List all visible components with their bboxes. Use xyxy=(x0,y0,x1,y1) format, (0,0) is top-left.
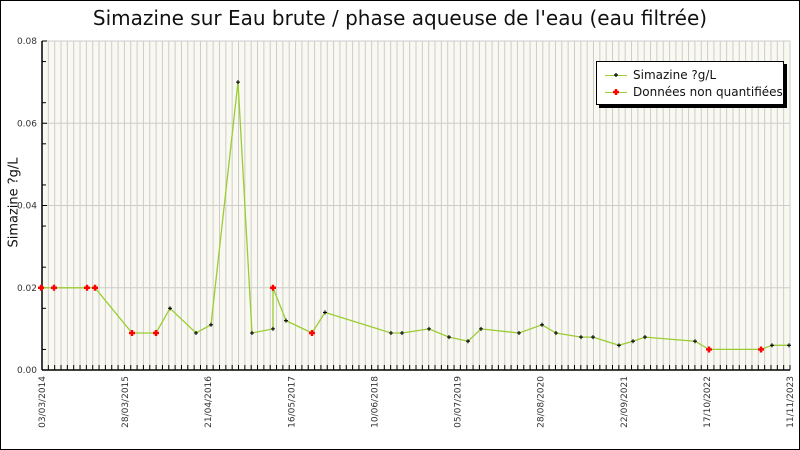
x-tick-label: 10/06/2018 xyxy=(370,376,380,428)
data-point-marker xyxy=(591,335,595,340)
x-tick-label: 17/10/2022 xyxy=(703,376,713,428)
data-point-marker xyxy=(236,80,240,85)
non-quantified-marker xyxy=(758,346,764,353)
non-quantified-marker xyxy=(92,284,98,291)
data-point-marker xyxy=(209,322,213,327)
y-tick-label: 0.06 xyxy=(17,119,37,129)
legend-item-non-quantified: Données non quantifiées xyxy=(605,84,783,100)
x-tick-label: 16/05/2017 xyxy=(287,376,297,428)
data-point-marker xyxy=(284,318,288,323)
x-tick-label: 11/11/2023 xyxy=(786,376,796,428)
y-tick-label: 0.02 xyxy=(17,284,37,294)
data-point-marker xyxy=(643,335,647,340)
data-point-marker xyxy=(271,326,275,331)
data-point-marker xyxy=(517,330,521,335)
x-tick-label: 22/09/2021 xyxy=(620,376,630,428)
data-point-marker xyxy=(631,339,635,344)
non-quantified-marker xyxy=(129,329,135,336)
data-point-marker xyxy=(540,322,544,327)
data-point-marker xyxy=(554,330,558,335)
data-point-marker xyxy=(250,330,254,335)
x-tick-label: 03/03/2014 xyxy=(38,376,48,428)
data-point-marker xyxy=(617,343,621,348)
data-point-marker xyxy=(427,326,431,331)
data-point-marker xyxy=(787,343,791,348)
data-point-marker xyxy=(579,335,583,340)
data-point-marker xyxy=(770,343,774,348)
legend-red-marker-icon xyxy=(605,86,627,98)
y-tick-label: 0.00 xyxy=(17,366,37,376)
data-point-marker xyxy=(466,339,470,344)
legend: Simazine ?g/L Données non quantifiées xyxy=(596,61,784,105)
non-quantified-marker xyxy=(38,284,44,291)
legend-label: Simazine ?g/L xyxy=(633,68,717,82)
x-tick-label: 28/08/2020 xyxy=(537,376,547,428)
data-point-marker xyxy=(194,330,198,335)
legend-line-marker-icon xyxy=(605,69,627,81)
x-tick-label: 05/07/2019 xyxy=(454,376,464,428)
non-quantified-marker xyxy=(153,329,159,336)
non-quantified-marker xyxy=(270,284,276,291)
y-tick-label: 0.04 xyxy=(17,202,37,212)
non-quantified-marker xyxy=(706,346,712,353)
data-point-marker xyxy=(447,335,451,340)
non-quantified-marker xyxy=(84,284,90,291)
data-point-marker xyxy=(693,339,697,344)
y-tick-label: 0.08 xyxy=(17,37,37,47)
legend-label: Données non quantifiées xyxy=(633,85,783,99)
data-point-marker xyxy=(479,326,483,331)
data-point-marker xyxy=(389,330,393,335)
legend-item-simazine: Simazine ?g/L xyxy=(605,67,716,83)
non-quantified-marker xyxy=(51,284,57,291)
data-point-marker xyxy=(400,330,404,335)
x-tick-label: 28/03/2015 xyxy=(121,376,131,428)
non-quantified-marker xyxy=(309,329,315,336)
chart-title: Simazine sur Eau brute / phase aqueuse d… xyxy=(92,6,708,30)
x-tick-label: 21/04/2016 xyxy=(204,376,214,428)
data-point-marker xyxy=(168,306,172,311)
data-point-marker xyxy=(323,310,327,315)
